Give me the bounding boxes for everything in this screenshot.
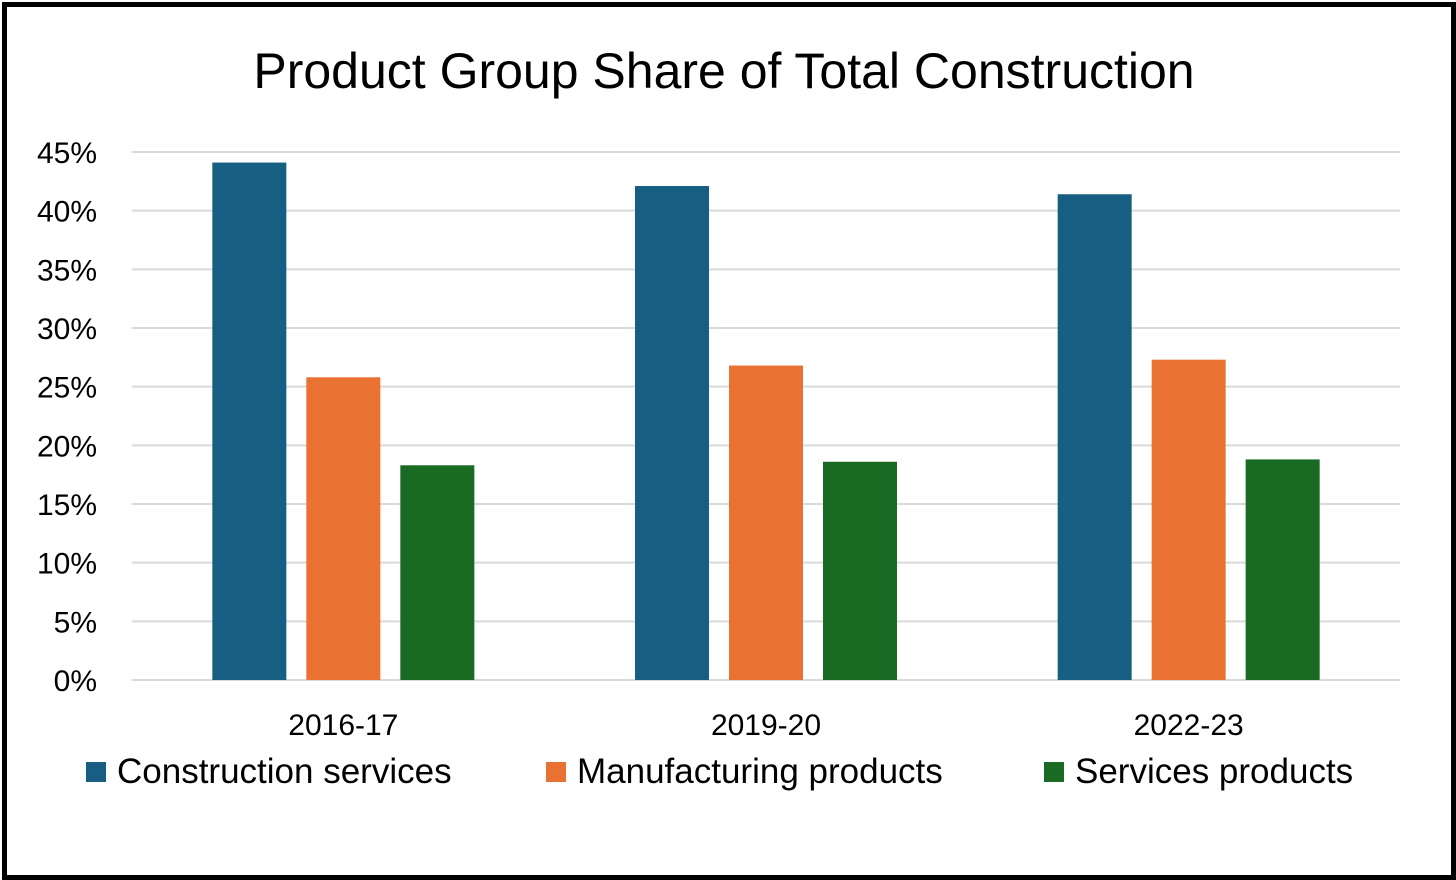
legend-label: Construction services — [117, 752, 452, 791]
chart-title: Product Group Share of Total Constructio… — [253, 43, 1194, 99]
x-tick-label: 2016-17 — [288, 709, 398, 742]
bar — [1151, 359, 1226, 680]
y-tick-label: 20% — [37, 430, 97, 463]
y-tick-label: 5% — [54, 606, 97, 639]
y-tick-label: 0% — [54, 665, 97, 698]
bar — [306, 377, 381, 680]
legend-swatch — [1044, 762, 1064, 782]
bar — [212, 162, 287, 680]
legend-swatch — [86, 762, 106, 782]
legend-label: Manufacturing products — [577, 752, 943, 791]
bar — [400, 465, 475, 680]
x-tick-label: 2022-23 — [1134, 709, 1244, 742]
x-tick-label: 2019-20 — [711, 709, 821, 742]
bar — [823, 461, 897, 680]
bar — [729, 365, 803, 680]
y-tick-label: 25% — [37, 372, 97, 405]
y-tick-label: 15% — [37, 489, 97, 522]
bar — [1245, 459, 1320, 680]
bar — [1057, 194, 1132, 681]
legend-swatch — [546, 762, 566, 782]
y-tick-label: 40% — [37, 196, 97, 229]
bar — [635, 186, 709, 680]
y-tick-label: 35% — [37, 254, 97, 287]
y-tick-label: 30% — [37, 313, 97, 346]
y-tick-label: 45% — [37, 137, 97, 170]
y-tick-label: 10% — [37, 548, 97, 581]
legend-label: Services products — [1075, 752, 1353, 791]
